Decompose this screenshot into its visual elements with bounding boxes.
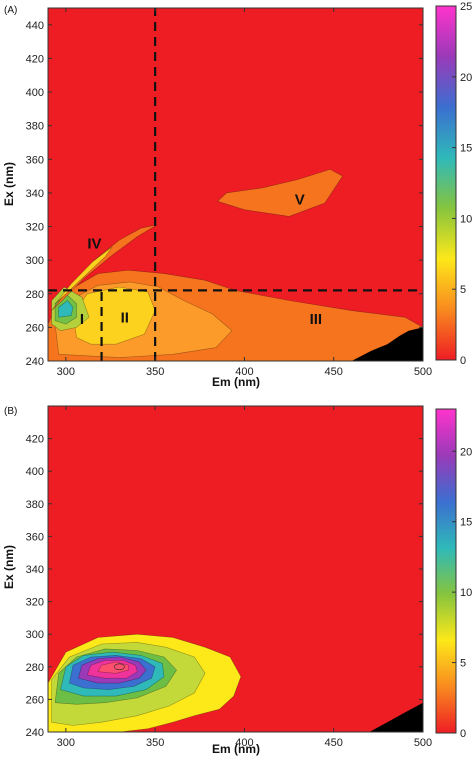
colorbar-tick-label: 15	[460, 517, 472, 529]
y-tick-label: 360	[26, 154, 44, 166]
region-label: IV	[87, 235, 101, 252]
panel-label: (A)	[4, 5, 17, 16]
y-tick-label: 300	[26, 629, 44, 641]
zero-region	[369, 702, 423, 732]
y-axis-label: Ex (nm)	[2, 545, 16, 589]
y-tick-label: 440	[26, 20, 44, 32]
contour-region	[97, 661, 129, 674]
x-tick-label: 450	[325, 737, 343, 749]
y-tick-label: 360	[26, 531, 44, 543]
region-label: I	[80, 311, 84, 328]
region-label: III	[310, 311, 323, 328]
colorbar	[435, 5, 457, 361]
x-tick-label: 450	[325, 366, 343, 378]
y-tick-label: 240	[26, 727, 44, 739]
contour-layer	[48, 169, 423, 361]
y-tick-label: 400	[26, 87, 44, 99]
x-axis-label: Em (nm)	[212, 742, 260, 756]
x-tick-label: 400	[235, 737, 253, 749]
x-tick-label: 350	[146, 366, 164, 378]
x-axis-label: Em (nm)	[212, 375, 260, 389]
colorbar-tick-label: 10	[460, 213, 472, 225]
x-tick-label: 500	[414, 366, 432, 378]
y-tick-label: 320	[26, 222, 44, 234]
y-tick-label: 280	[26, 289, 44, 301]
colorbar-tick-label: 20	[460, 72, 472, 84]
x-tick-label: 300	[57, 737, 75, 749]
peak-marker	[114, 663, 125, 671]
region-label: II	[121, 309, 129, 326]
zero-region	[351, 327, 423, 361]
region-label: V	[295, 192, 305, 209]
colorbar	[435, 408, 457, 734]
y-tick-label: 400	[26, 466, 44, 478]
y-tick-label: 420	[26, 434, 44, 446]
colorbar-tick-label: 20	[460, 446, 472, 458]
colorbar-tick-label: 10	[460, 587, 472, 599]
y-tick-label: 340	[26, 188, 44, 200]
panel-label: (B)	[4, 406, 17, 417]
panel-b-chart: 300 350 400 450 500 240 260 280 300 320 340 360 380 4…	[2, 405, 472, 756]
colorbar-tick-label: 0	[460, 728, 466, 740]
colorbar-tick-label: 25	[460, 1, 472, 13]
contour-region	[217, 169, 344, 217]
colorbar-tick-label: 15	[460, 143, 472, 155]
y-tick-label: 280	[26, 662, 44, 674]
colorbar-tick-label: 5	[460, 658, 466, 670]
x-tick-label: 300	[57, 366, 75, 378]
x-tick-label: 350	[146, 737, 164, 749]
y-tick-label: 320	[26, 597, 44, 609]
contour-layer	[48, 633, 423, 732]
colorbar-tick-label: 0	[460, 355, 466, 367]
y-tick-label: 420	[26, 53, 44, 65]
colorbar-tick-label: 5	[460, 284, 466, 296]
y-tick-label: 380	[26, 121, 44, 133]
y-tick-label: 260	[26, 322, 44, 334]
y-tick-label: 380	[26, 499, 44, 511]
plot-frame	[47, 7, 424, 362]
x-tick-label: 400	[235, 366, 253, 378]
y-tick-label: 340	[26, 564, 44, 576]
y-tick-label: 300	[26, 255, 44, 267]
y-axis-label: Ex (nm)	[2, 162, 16, 206]
x-tick-label: 500	[414, 737, 432, 749]
contour-region	[58, 300, 74, 318]
y-tick-label: 240	[26, 356, 44, 368]
y-tick-label: 260	[26, 694, 44, 706]
